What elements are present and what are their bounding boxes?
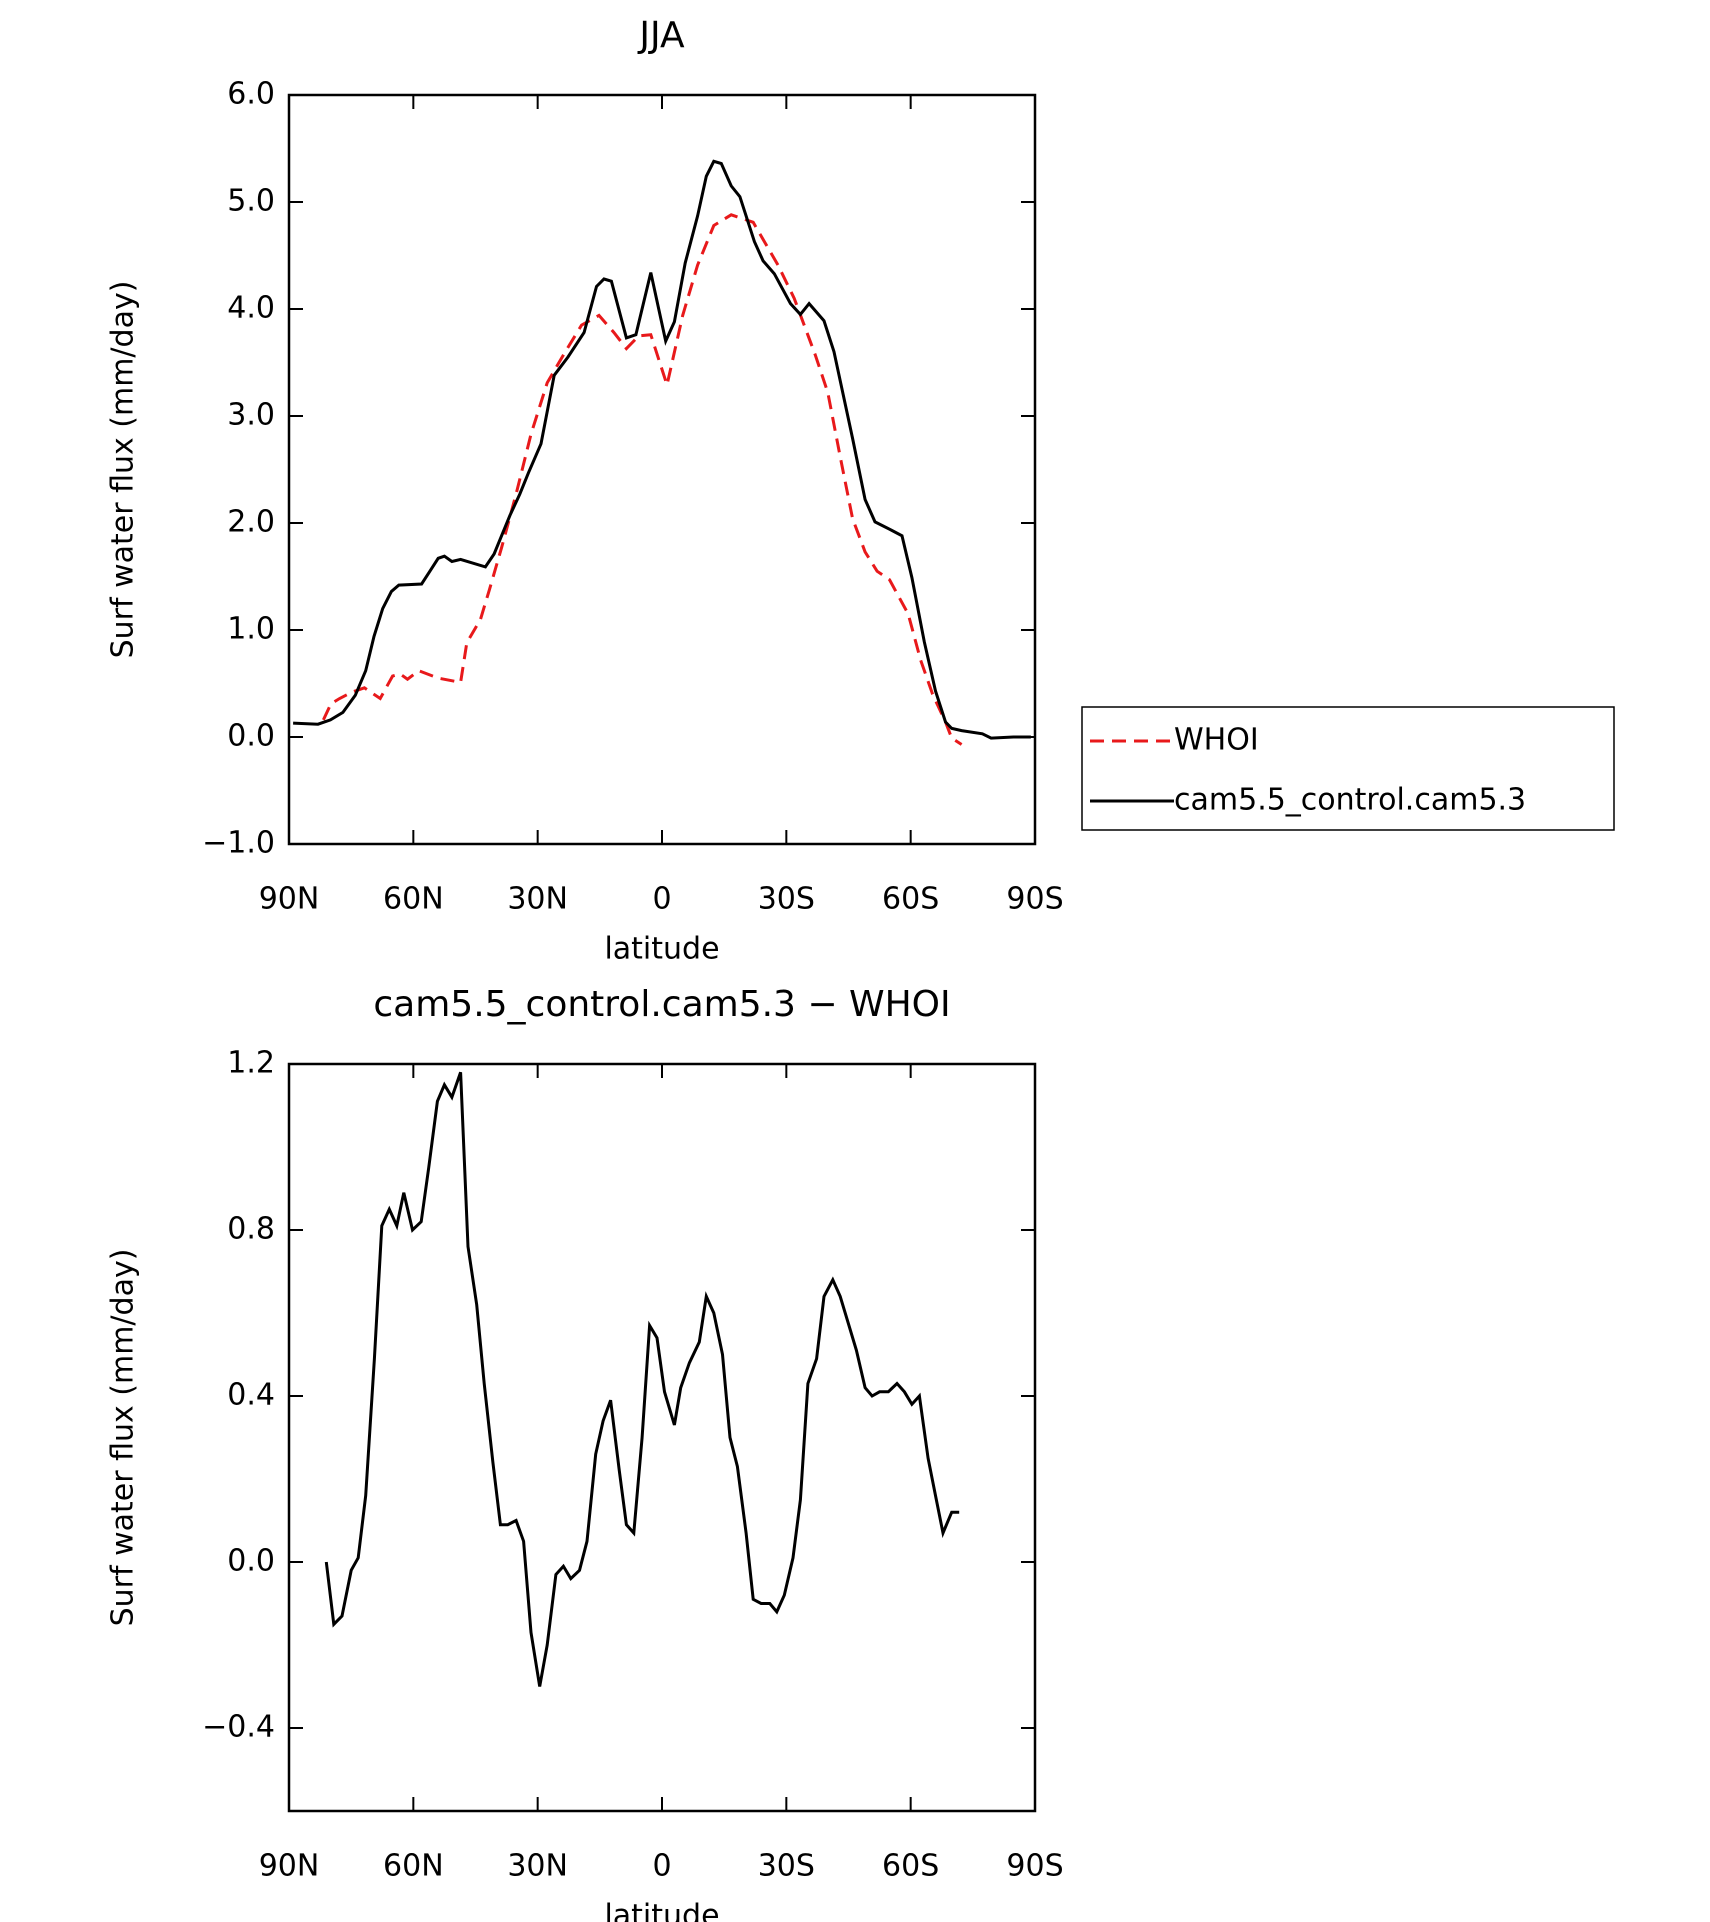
x-tick-label: 60N (383, 1849, 444, 1884)
x-tick-label: 90N (259, 1849, 320, 1884)
data-line (322, 213, 963, 746)
x-tick-label: 60S (882, 882, 939, 917)
y-tick-label: 0.0 (227, 719, 275, 754)
plot-frame (287, 1062, 1037, 1813)
x-tick-label: 30N (507, 882, 568, 917)
x-tick-label: 0 (652, 1849, 671, 1884)
y-tick-label: 0.4 (227, 1378, 275, 1413)
x-tick-label: 60S (882, 1849, 939, 1884)
y-tick-label: 2.0 (227, 505, 275, 540)
y-tick-label: 0.8 (227, 1212, 275, 1247)
y-tick-label: −1.0 (202, 826, 275, 861)
data-line (293, 159, 1031, 740)
x-tick-label: 0 (652, 882, 671, 917)
x-tick-label: 90N (259, 882, 320, 917)
legend-label: cam5.5_control.cam5.3 (1174, 783, 1526, 818)
legend-label: WHOI (1174, 723, 1259, 758)
y-tick-label: −0.4 (202, 1710, 275, 1745)
x-axis-label: latitude (604, 932, 719, 967)
x-tick-label: 30S (758, 1849, 815, 1884)
x-tick-label: 90S (1006, 1849, 1063, 1884)
y-tick-label: 4.0 (227, 291, 275, 326)
y-tick-label: 1.0 (227, 612, 275, 647)
y-tick-label: 6.0 (227, 77, 275, 112)
x-tick-label: 30N (507, 1849, 568, 1884)
data-line (324, 1071, 960, 1687)
y-tick-label: 5.0 (227, 184, 275, 219)
y-tick-label: 0.0 (227, 1544, 275, 1579)
x-tick-label: 90S (1006, 882, 1063, 917)
plot-frame (287, 93, 1037, 846)
legend-box (1081, 706, 1615, 831)
y-tick-label: 1.2 (227, 1046, 275, 1081)
y-tick-label: 3.0 (227, 398, 275, 433)
chart-title: cam5.5_control.cam5.3 − WHOI (373, 984, 950, 1025)
y-axis-label: Surf water flux (mm/day) (106, 1249, 141, 1627)
y-axis-label: Surf water flux (mm/day) (106, 281, 141, 659)
chart-title: JJA (637, 15, 685, 56)
x-tick-label: 30S (758, 882, 815, 917)
x-tick-label: 60N (383, 882, 444, 917)
x-axis-label: latitude (604, 1899, 719, 1922)
